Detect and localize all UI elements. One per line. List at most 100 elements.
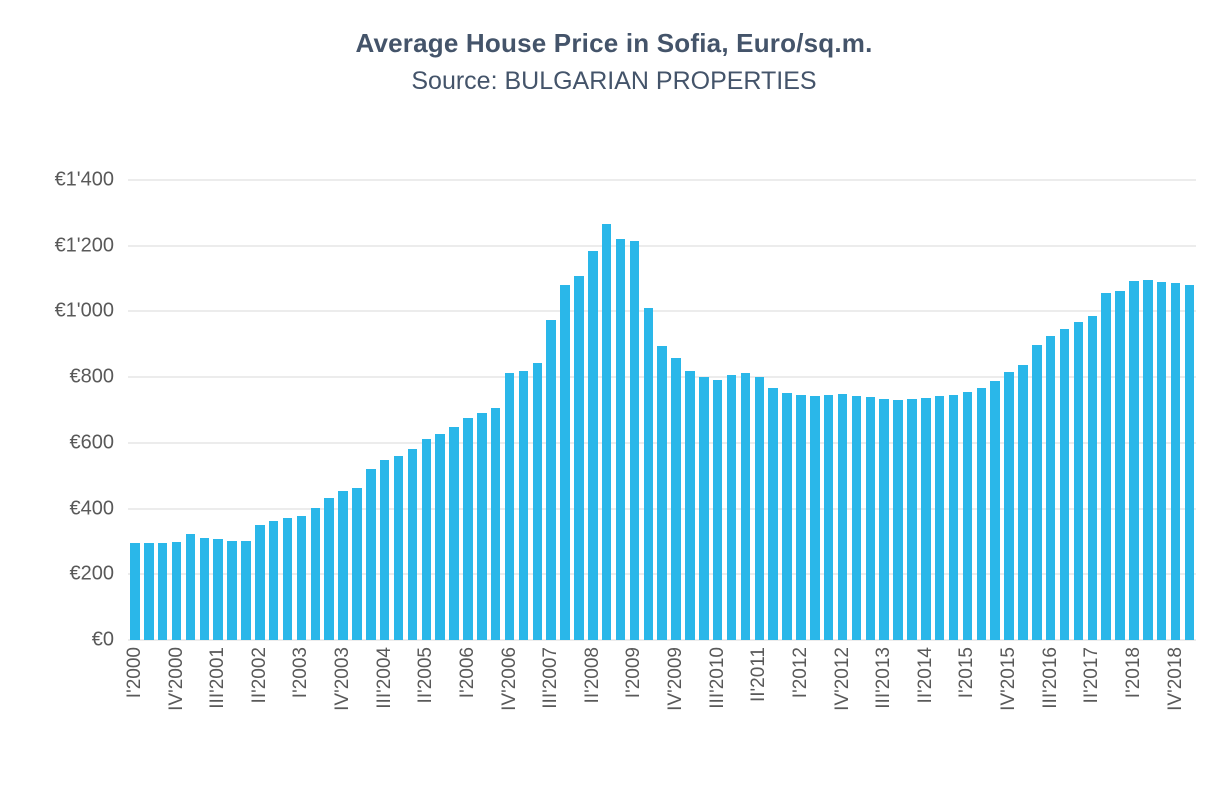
bar — [699, 377, 709, 640]
bar-slot — [364, 180, 378, 640]
bar — [1143, 279, 1153, 640]
bar — [1032, 344, 1042, 640]
y-axis: €0 €200 €400 €600 €800 €1'000 €1'200 €1'400 — [55, 169, 1196, 651]
x-slot — [308, 640, 322, 750]
y-axis-tick-label: €1'200 — [54, 234, 114, 257]
x-slot: III'2001 — [207, 640, 228, 750]
plot-area: €0 €200 €400 €600 €800 €1'000 €1'200 €1'400 — [55, 169, 1196, 651]
x-slot — [142, 640, 156, 750]
bar-slot — [1044, 180, 1058, 640]
bar-slot — [600, 180, 614, 640]
bar-slot — [1072, 180, 1086, 640]
bar — [435, 434, 445, 640]
y-axis-tick-label: €400 — [69, 497, 115, 520]
bar — [948, 394, 959, 640]
bar-slot — [836, 180, 850, 640]
bar-slot — [1030, 180, 1044, 640]
bar-slot — [586, 180, 600, 640]
bar-slot — [336, 180, 350, 640]
bar — [1170, 282, 1181, 640]
x-slot: II'2005 — [415, 640, 436, 750]
bar-slot — [253, 180, 267, 640]
bar-slot — [350, 180, 364, 640]
x-slot — [517, 640, 531, 750]
x-slot — [891, 640, 905, 750]
bar-slot — [961, 180, 975, 640]
bar — [712, 379, 723, 640]
bar — [574, 275, 584, 640]
x-slot: II'2014 — [915, 640, 936, 750]
gridline — [128, 245, 1196, 247]
bar-slot — [517, 180, 531, 640]
bar-slot — [711, 180, 725, 640]
bar — [560, 284, 570, 640]
x-slot — [1141, 640, 1155, 750]
bar-slot — [919, 180, 933, 640]
x-slot: IV'2009 — [665, 640, 686, 750]
gridline — [128, 179, 1196, 181]
bar — [782, 392, 792, 640]
bar — [879, 398, 889, 640]
bar-slot — [1099, 180, 1113, 640]
bar-slot — [128, 180, 142, 640]
bar-slot — [461, 180, 475, 640]
bar-slot — [1141, 180, 1155, 640]
bar-slot — [489, 180, 503, 640]
bar — [615, 238, 626, 640]
bar — [893, 400, 903, 640]
y-axis-tick-label: €1'000 — [54, 299, 114, 322]
x-slot — [558, 640, 572, 750]
bar — [823, 394, 834, 640]
bar-slot — [739, 180, 753, 640]
bar-slot — [614, 180, 628, 640]
bar — [324, 498, 334, 640]
bar — [241, 541, 251, 640]
x-slot: IV'2006 — [499, 640, 520, 750]
x-axis: I'2000 IV'2000 III'2001 II'2002 I'2003 IV'200… — [0, 640, 1228, 750]
y-axis-tick-label: €0 — [91, 628, 114, 651]
x-slot: III'2004 — [374, 640, 395, 750]
y-axis-tick-label: €1'400 — [54, 168, 114, 191]
bar-slot — [766, 180, 780, 640]
bar-slot — [988, 180, 1002, 640]
bar-slot — [572, 180, 586, 640]
bar-slot — [877, 180, 891, 640]
x-slot: I'2015 — [956, 640, 977, 750]
bar-slot — [530, 180, 544, 640]
bar-slot — [1127, 180, 1141, 640]
bar-slot — [655, 180, 669, 640]
x-slot: II'2008 — [582, 640, 603, 750]
bar — [1184, 284, 1195, 640]
bar — [255, 525, 265, 640]
bar-slot — [142, 180, 156, 640]
bar-slot — [725, 180, 739, 640]
x-slot — [225, 640, 239, 750]
bar-slot — [780, 180, 794, 640]
x-slot — [683, 640, 697, 750]
x-slot: IV'2015 — [998, 640, 1019, 750]
x-slot — [1099, 640, 1113, 750]
y-axis-tick-label: €800 — [69, 365, 115, 388]
x-slot — [433, 640, 447, 750]
bar — [393, 456, 404, 640]
bar-slot — [669, 180, 683, 640]
bar-slot — [683, 180, 697, 640]
bar — [643, 307, 654, 640]
bar — [421, 438, 432, 640]
bar-slot — [947, 180, 961, 640]
bar-chart: €0 €200 €400 €600 €800 €1'000 €1'200 €1'400 — [0, 169, 1228, 651]
x-slot — [392, 640, 406, 750]
bar — [282, 517, 293, 640]
bar-slot — [794, 180, 808, 640]
x-slot: II'2011 — [748, 640, 769, 750]
bar — [199, 537, 210, 640]
bar-slot — [419, 180, 433, 640]
bar-series — [128, 180, 1196, 640]
bar-slot — [974, 180, 988, 640]
bar-slot — [406, 180, 420, 640]
x-slot: II'2002 — [249, 640, 270, 750]
bar — [338, 490, 348, 640]
x-slot — [600, 640, 614, 750]
bar — [754, 377, 765, 640]
